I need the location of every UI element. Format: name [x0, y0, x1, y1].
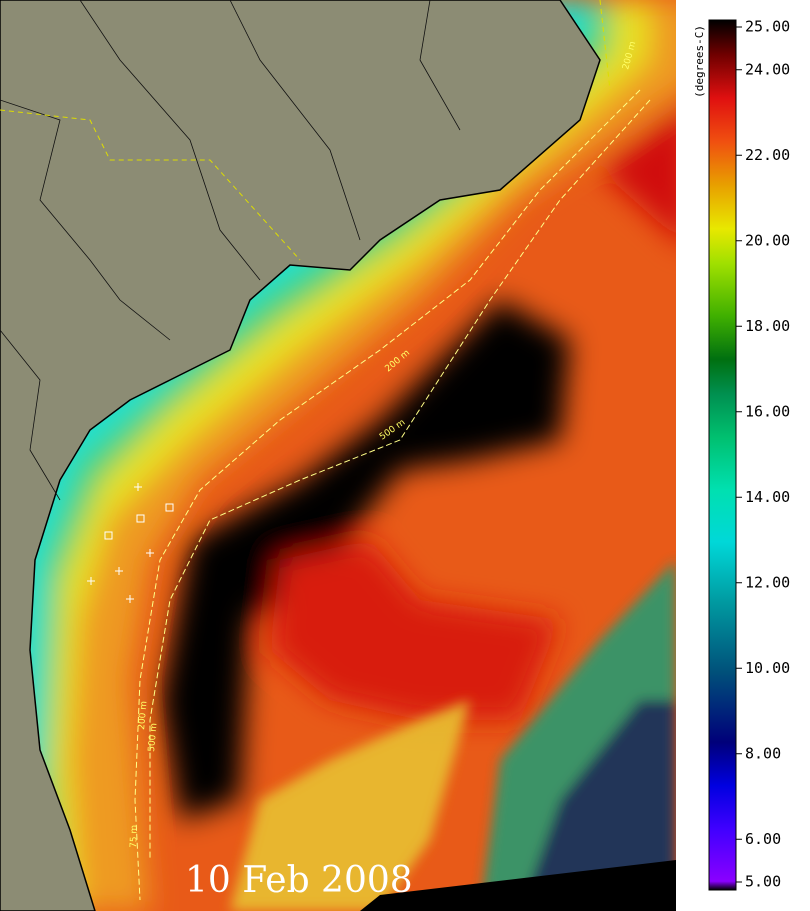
colorbar-tick-label: 10.00 — [745, 659, 790, 677]
colorbar-tick-label: 8.00 — [745, 744, 781, 762]
colorbar-tick-label: 14.00 — [745, 488, 790, 506]
sst-map: 200 m 500 m 200 m 500 m 75 m 200 m 10 Fe… — [0, 0, 676, 911]
colorbar-tick-label: 6.00 — [745, 830, 781, 848]
contour-label: 200 m — [137, 701, 149, 731]
date-label: 10 Feb 2008 — [185, 860, 413, 901]
colorbar-tick-label: 5.00 — [745, 873, 781, 891]
colorbar-tick-label: 24.00 — [745, 60, 790, 78]
colorbar-tick-label: 18.00 — [745, 317, 790, 335]
colorbar-unit: (degrees-C) — [693, 25, 706, 98]
colorbar-tick-label: 22.00 — [745, 146, 790, 164]
colorbar-tick-label: 16.00 — [745, 402, 790, 420]
colorbar-tick-label: 20.00 — [745, 231, 790, 249]
stations — [87, 483, 174, 603]
colorbar-tick-label: 12.00 — [745, 573, 790, 591]
contour-label: 500 m — [147, 723, 159, 753]
colorbar: (degrees-C) 25.00 24.00 22.00 20.00 18.00 16.… — [693, 18, 790, 891]
colorbar-tick-label: 25.00 — [745, 18, 790, 36]
contour-label: 75 m — [129, 825, 140, 848]
colorbar-scale — [708, 19, 737, 891]
